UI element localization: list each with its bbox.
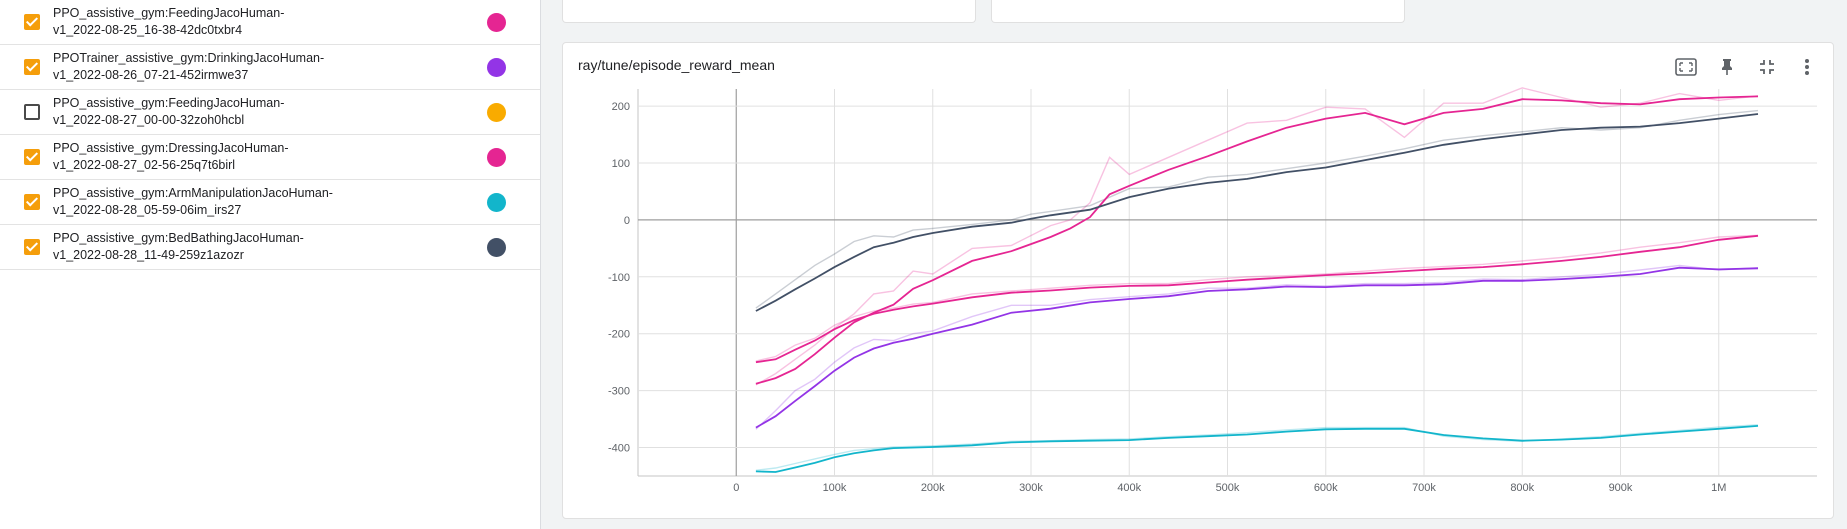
run-row[interactable]: PPOTrainer_assistive_gym:DrinkingJacoHum… (0, 45, 540, 90)
run-label-line1: PPO_assistive_gym:FeedingJacoHuman- (53, 6, 285, 20)
run-row[interactable]: PPO_assistive_gym:DressingJacoHuman-v1_2… (0, 135, 540, 180)
run-row[interactable]: PPO_assistive_gym:BedBathingJacoHuman-v1… (0, 225, 540, 270)
pin-icon (1722, 59, 1732, 75)
x-tick-label: 400k (1117, 482, 1141, 494)
run-label-line2: v1_2022-08-28_11-49-259z1azozr (53, 247, 244, 262)
run-checkbox[interactable] (24, 14, 40, 30)
chart-card: ray/tune/episode_reward_mean 0 100k 200k 30… (562, 42, 1834, 519)
run-label-line1: PPO_assistive_gym:BedBathingJacoHuman- (53, 231, 304, 245)
run-label-line1: PPO_assistive_gym:DressingJacoHuman- (53, 141, 289, 155)
run-label-line2: v1_2022-08-28_05-59-06im_irs27 (53, 202, 242, 217)
run-label-line2: v1_2022-08-27_00-00-32zoh0hcbl (53, 112, 245, 127)
x-tick-label: 500k (1216, 482, 1240, 494)
y-tick-label: -300 (608, 386, 630, 398)
run-checkbox[interactable] (24, 59, 40, 75)
series-raw-line (755, 87, 1759, 386)
run-color-swatch[interactable] (487, 13, 506, 32)
chart-title: ray/tune/episode_reward_mean (578, 57, 775, 73)
series-raw-line (755, 109, 1759, 309)
x-tick-label: 800k (1510, 482, 1534, 494)
x-tick-label: 0 (733, 482, 739, 494)
run-row[interactable]: PPO_assistive_gym:FeedingJacoHuman-v1_20… (0, 90, 540, 135)
series-smoothed-line (755, 266, 1759, 429)
chart-card-top-right (991, 0, 1405, 23)
series-raw-line (755, 264, 1759, 430)
x-tick-label: 100k (823, 482, 847, 494)
collapse-button[interactable] (1753, 53, 1781, 81)
run-label-line2: v1_2022-08-27_02-56-25q7t6birl (53, 157, 236, 172)
run-label-line1: PPOTrainer_assistive_gym:DrinkingJacoHum… (53, 51, 325, 65)
run-label: PPO_assistive_gym:BedBathingJacoHuman-v1… (53, 230, 383, 263)
run-label: PPOTrainer_assistive_gym:DrinkingJacoHum… (53, 50, 383, 83)
series-smoothed-line (755, 113, 1759, 312)
run-label-line1: PPO_assistive_gym:FeedingJacoHuman- (53, 96, 285, 110)
run-checkbox[interactable] (24, 104, 40, 120)
run-color-swatch[interactable] (487, 238, 506, 257)
run-label: PPO_assistive_gym:FeedingJacoHuman-v1_20… (53, 95, 383, 128)
run-color-swatch[interactable] (487, 58, 506, 77)
runs-sidebar: PPO_assistive_gym:FeedingJacoHuman-v1_20… (0, 0, 540, 529)
series-smoothed-line (755, 234, 1759, 364)
run-checkbox[interactable] (24, 239, 40, 255)
x-tick-label: 300k (1019, 482, 1043, 494)
series-raw-line (755, 234, 1759, 362)
y-tick-label: 100 (612, 158, 630, 170)
run-row[interactable]: PPO_assistive_gym:ArmManipulationJacoHum… (0, 180, 540, 225)
run-label: PPO_assistive_gym:FeedingJacoHuman-v1_20… (53, 5, 383, 38)
run-label-line1: PPO_assistive_gym:ArmManipulationJacoHum… (53, 186, 333, 200)
run-row[interactable]: PPO_assistive_gym:FeedingJacoHuman-v1_20… (0, 0, 540, 45)
collapse-icon (1760, 60, 1774, 74)
fit-to-data-button[interactable] (1672, 53, 1700, 81)
x-tick-label: 200k (921, 482, 945, 494)
x-tick-label: 900k (1609, 482, 1633, 494)
fit-to-data-icon (1675, 58, 1697, 76)
run-label-line2: v1_2022-08-26_07-21-452irmwe37 (53, 67, 249, 82)
pin-button[interactable] (1713, 53, 1741, 81)
y-tick-label: -400 (608, 443, 630, 455)
run-color-swatch[interactable] (487, 148, 506, 167)
run-checkbox[interactable] (24, 149, 40, 165)
y-tick-label: -200 (608, 329, 630, 341)
run-label: PPO_assistive_gym:ArmManipulationJacoHum… (53, 185, 383, 218)
run-label: PPO_assistive_gym:DressingJacoHuman-v1_2… (53, 140, 383, 173)
x-tick-label: 1M (1711, 482, 1726, 494)
y-tick-label: 200 (612, 101, 630, 113)
x-tick-label: 700k (1412, 482, 1436, 494)
y-tick-label: 0 (624, 215, 630, 227)
run-list: PPO_assistive_gym:FeedingJacoHuman-v1_20… (0, 0, 540, 270)
chart-card-top-left (562, 0, 976, 23)
sidebar-divider (540, 0, 541, 529)
run-label-line2: v1_2022-08-25_16-38-42dc0txbr4 (53, 22, 243, 37)
more-vert-icon (1805, 59, 1809, 75)
run-checkbox[interactable] (24, 194, 40, 210)
series-smoothed-line (755, 425, 1759, 473)
series-smoothed-line (755, 95, 1759, 385)
y-tick-label: -100 (608, 272, 630, 284)
run-color-swatch[interactable] (487, 193, 506, 212)
more-options-button[interactable] (1793, 53, 1821, 81)
x-tick-label: 600k (1314, 482, 1338, 494)
reward-line-chart[interactable]: 0 100k 200k 300k 400k 500k 600k 700k 800k 900k 1M 2… (563, 43, 1833, 518)
run-color-swatch[interactable] (487, 103, 506, 122)
